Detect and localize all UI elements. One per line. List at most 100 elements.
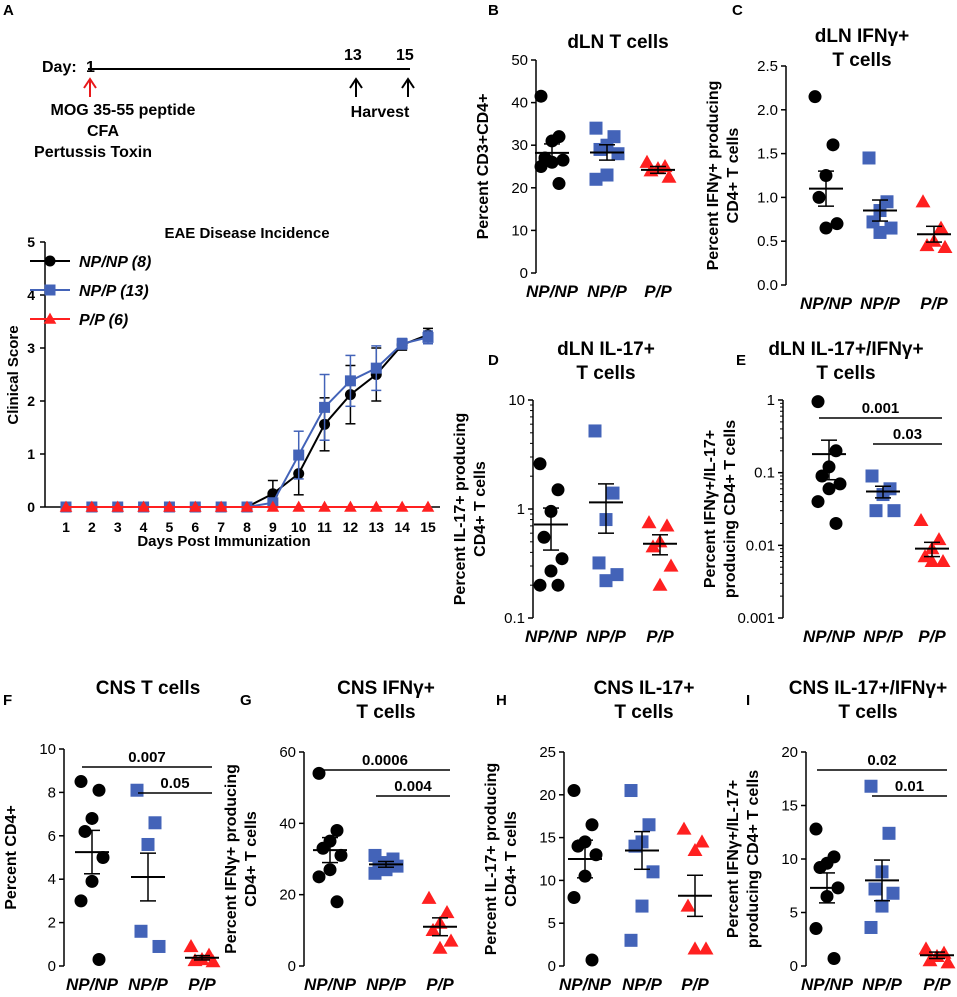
panel-label-b: B	[488, 2, 499, 19]
data-point	[130, 783, 144, 797]
panel-a-timeline: A Day: 1 13 15 MOG 35-55 peptide CFA Per…	[3, 2, 415, 161]
y-tick-label: 25	[539, 744, 556, 761]
panel-label-f: F	[3, 692, 12, 709]
data-point	[293, 449, 305, 461]
y-tick-label: 1	[27, 446, 35, 462]
data-point	[862, 151, 876, 165]
y-tick-label: 0	[27, 499, 35, 515]
data-point	[829, 516, 843, 530]
y-axis-label: Percent IFNγ+ producing	[705, 81, 722, 271]
panel-label-a: A	[3, 2, 14, 19]
y-tick-label: 8	[48, 784, 56, 801]
data-point	[809, 922, 823, 936]
data-point	[214, 500, 228, 512]
y-tick-label: 2	[48, 915, 56, 932]
timeline-day-1: 1	[86, 59, 95, 76]
data-point	[555, 552, 569, 566]
data-point	[312, 870, 326, 884]
data-point	[808, 90, 822, 104]
data-point	[628, 839, 642, 853]
x-tick-label: 6	[191, 519, 199, 535]
treatment-line-2: CFA	[87, 123, 119, 140]
data-point	[92, 783, 106, 797]
data-point	[544, 564, 558, 578]
panel-label-i: I	[746, 692, 750, 709]
data-point	[585, 818, 599, 832]
data-point	[425, 922, 441, 936]
panel-label-e: E	[736, 352, 746, 369]
y-axis-label: Percent IL-17+ producing	[452, 413, 469, 605]
data-point	[698, 941, 714, 955]
data-point	[421, 890, 437, 904]
y-axis-label: Percent IFNγ+/IL-17+	[702, 430, 719, 588]
data-point	[537, 530, 551, 544]
y-tick-label: 2.5	[757, 58, 778, 75]
data-point	[887, 504, 901, 518]
y-tick-label: 2	[27, 393, 35, 409]
legend-label: NP/P (13)	[79, 283, 149, 300]
x-category-label: NP/P	[863, 627, 903, 646]
x-tick-label: 2	[88, 519, 96, 535]
y-axis-label: Percent IFNγ+/IL-17+	[725, 780, 742, 938]
data-point	[931, 532, 947, 546]
chart-title: T cells	[832, 50, 891, 71]
data-point	[552, 177, 566, 191]
data-point	[680, 898, 696, 912]
data-point	[534, 89, 548, 103]
data-point	[137, 500, 150, 512]
data-point	[330, 823, 344, 837]
data-point	[85, 500, 99, 512]
data-point	[811, 495, 825, 509]
data-point	[567, 784, 581, 798]
panel-label-c: C	[732, 2, 743, 19]
data-point	[868, 882, 882, 896]
y-axis-label: Percent CD4+	[3, 805, 20, 910]
y-tick-label: 10	[39, 741, 56, 758]
data-point	[205, 954, 221, 968]
data-point	[556, 153, 570, 167]
data-point	[85, 811, 99, 825]
data-point	[318, 500, 331, 512]
data-point	[592, 556, 606, 570]
data-point	[610, 568, 624, 582]
y-tick-label: 15	[781, 798, 798, 815]
data-point	[379, 863, 393, 877]
y-tick-label: 30	[511, 137, 528, 154]
y-tick-label: 20	[539, 787, 556, 804]
data-point	[567, 891, 581, 905]
y-tick-label: 10	[511, 222, 528, 239]
data-point	[811, 395, 825, 409]
data-point	[827, 952, 841, 966]
data-point	[551, 578, 565, 592]
data-point	[833, 477, 847, 491]
chart-title: T cells	[838, 702, 897, 723]
data-point	[368, 866, 382, 880]
chart-title: T cells	[356, 702, 415, 723]
data-point	[74, 894, 88, 908]
x-tick-label: 14	[394, 519, 410, 535]
y-axis-label: Clinical Score	[5, 325, 22, 424]
p-value-label: 0.007	[128, 749, 166, 766]
x-category-label: NP/NP	[800, 294, 853, 313]
series-line	[66, 333, 429, 508]
data-point	[148, 816, 162, 830]
data-point	[240, 500, 254, 512]
y-tick-label: 20	[781, 744, 798, 761]
data-point	[96, 851, 110, 864]
y-tick-label: 2.0	[757, 102, 778, 119]
data-point	[884, 221, 898, 235]
x-category-label: NP/P	[587, 282, 627, 301]
data-point	[687, 941, 703, 955]
data-point	[812, 190, 826, 204]
y-tick-label: 0.01	[746, 537, 775, 554]
data-point	[59, 500, 73, 512]
x-category-label: P/P	[681, 975, 709, 994]
p-value-label: 0.03	[893, 426, 922, 443]
p-value-label: 0.001	[862, 400, 900, 417]
y-tick-label: 40	[511, 95, 528, 112]
x-category-label: P/P	[923, 975, 951, 994]
y-tick-label: 6	[48, 828, 56, 845]
y-axis-label: Percent IFNγ+ producing	[223, 764, 240, 954]
